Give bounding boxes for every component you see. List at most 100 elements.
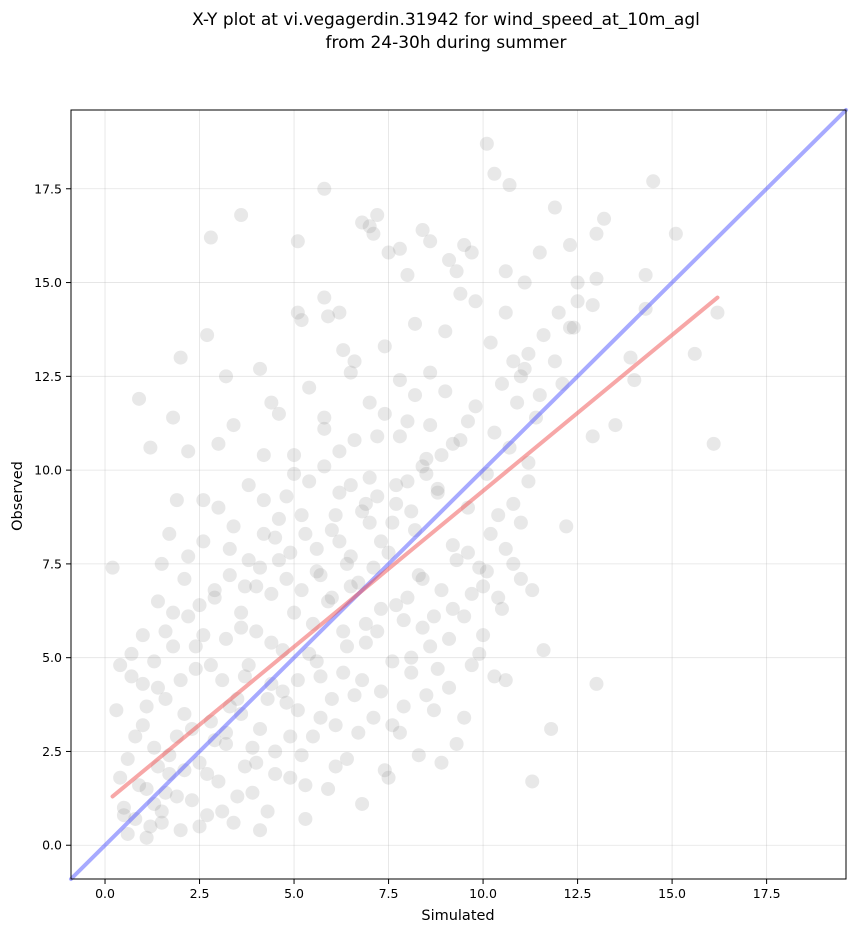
scatter-point	[298, 526, 313, 541]
scatter-point	[324, 523, 339, 538]
scatter-point	[287, 448, 302, 463]
scatter-point	[219, 736, 233, 751]
scatter-point	[135, 718, 150, 733]
scatter-point	[143, 819, 158, 834]
scatter-point	[404, 504, 419, 519]
scatter-point	[294, 583, 309, 598]
scatter-point	[415, 459, 430, 474]
scatter-point	[487, 669, 502, 684]
scatter-point	[173, 350, 188, 365]
scatter-point	[271, 553, 286, 568]
scatter-point	[411, 568, 426, 583]
scatter-point	[638, 268, 653, 283]
scatter-point	[317, 181, 332, 196]
chart-title: X-Y plot at vi.vegagerdin.31942 for wind…	[192, 10, 700, 30]
scatter-point	[166, 639, 181, 654]
plot-frame	[70, 109, 847, 880]
identity-line	[69, 108, 848, 881]
scatter-point	[347, 688, 362, 703]
scatter-point	[494, 601, 509, 616]
y-tick-label: 10.0	[34, 463, 62, 478]
scatter-point	[200, 808, 215, 823]
scatter-point	[256, 448, 271, 463]
scatter-point	[181, 549, 196, 564]
scatter-point	[200, 328, 215, 343]
scatter-point	[351, 725, 366, 740]
scatter-point	[362, 219, 377, 234]
scatter-point	[343, 478, 358, 493]
scatter-point	[623, 350, 638, 365]
scatter-point	[532, 388, 547, 403]
scatter-point	[309, 564, 324, 579]
scatter-point	[411, 748, 426, 763]
scatter-point	[389, 496, 404, 511]
scatter-point	[332, 444, 347, 459]
scatter-point	[237, 669, 252, 684]
scatter-point	[105, 560, 120, 575]
scatter-point	[377, 339, 392, 354]
scatter-point	[434, 755, 449, 770]
scatter-point	[147, 654, 162, 669]
scatter-point	[124, 646, 139, 661]
scatter-point	[332, 305, 347, 320]
scatter-point	[442, 631, 457, 646]
scatter-point	[706, 436, 721, 451]
scatter-point	[434, 448, 449, 463]
scatter-point	[476, 628, 491, 643]
scatter-point	[302, 380, 317, 395]
scatter-point	[324, 590, 339, 605]
scatter-point	[457, 238, 472, 253]
scatter-point	[468, 399, 483, 414]
scatter-point	[211, 774, 226, 789]
scatter-point	[260, 691, 275, 706]
scatter-point	[188, 661, 203, 676]
scatter-point	[317, 410, 332, 425]
scatter-point	[400, 474, 415, 489]
scatter-point	[192, 755, 207, 770]
scatter-point	[245, 740, 260, 755]
y-tick-label: 15.0	[34, 275, 62, 290]
scatter-point	[321, 309, 336, 324]
scatter-point	[415, 571, 430, 586]
scatter-point	[339, 639, 354, 654]
scatter-point	[438, 384, 453, 399]
y-axis-label: Observed	[10, 461, 26, 531]
scatter-point	[298, 811, 313, 826]
scatter-point	[506, 354, 521, 369]
scatter-point	[438, 324, 453, 339]
scatter-point	[158, 691, 173, 706]
scatter-point	[374, 534, 388, 549]
x-tick-label: 12.5	[564, 886, 592, 901]
scatter-point	[392, 429, 407, 444]
scatter-point	[264, 395, 279, 410]
scatter-point	[120, 751, 135, 766]
scatter-point	[389, 478, 404, 493]
scatter-point	[173, 673, 188, 688]
scatter-point	[241, 478, 256, 493]
scatter-point	[472, 646, 487, 661]
scatter-point	[219, 631, 233, 646]
scatter-point	[336, 624, 351, 639]
scatter-point	[483, 335, 498, 350]
scatter-point	[230, 789, 245, 804]
scatter-point	[377, 763, 392, 778]
scatter-point	[521, 474, 536, 489]
scatter-point	[396, 699, 411, 714]
scatter-point	[253, 361, 268, 376]
scatter-point	[487, 425, 502, 440]
y-axis-ticks: 0.0 2.5 5.0 7.5 10.0 12.5 15.0 17.5	[34, 181, 71, 853]
scatter-point	[464, 245, 479, 260]
scatter-point	[336, 665, 351, 680]
scatter-point	[457, 609, 472, 624]
scatter-point	[487, 166, 502, 181]
scatter-point	[116, 800, 131, 815]
scatter-point	[358, 616, 373, 631]
scatter-point	[290, 673, 305, 688]
scatter-point	[181, 444, 196, 459]
scatter-point	[271, 511, 286, 526]
scatter-point	[358, 496, 373, 511]
scatter-point	[396, 613, 411, 628]
scatter-point	[139, 699, 154, 714]
scatter-point	[226, 519, 241, 534]
scatter-point	[366, 560, 381, 575]
